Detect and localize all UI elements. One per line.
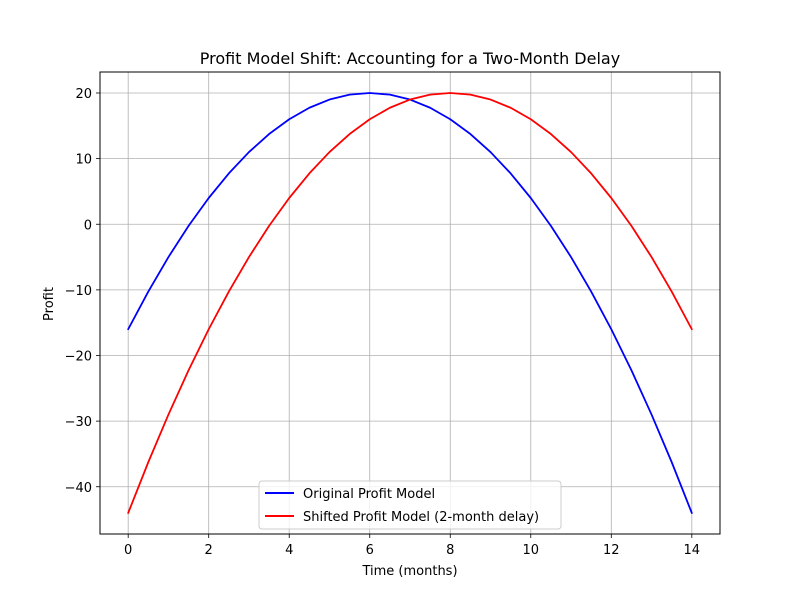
axis-ticks: 0 2 4 6 8 10 12 14 −40 −30 −20 −10 0 10 20 (65, 87, 701, 558)
x-tick-label: 8 (446, 543, 454, 558)
legend-label-shifted: Shifted Profit Model (2-month delay) (303, 510, 539, 525)
y-tick-label: −10 (65, 284, 92, 299)
series-lines (127, 92, 693, 514)
chart-title: Profit Model Shift: Accounting for a Two… (200, 49, 620, 68)
grid (100, 72, 720, 534)
x-tick-label: 6 (366, 543, 374, 558)
y-tick-label: −30 (65, 415, 92, 430)
plot-frame (99, 71, 721, 535)
y-tick-label: 10 (75, 153, 92, 168)
y-tick-label: 20 (75, 87, 92, 102)
y-tick-label: −40 (65, 481, 92, 496)
series-line-shifted (127, 92, 693, 514)
x-tick-label: 4 (285, 543, 293, 558)
x-tick-label: 2 (205, 543, 213, 558)
y-axis-title: Profit (42, 287, 57, 321)
x-tick-label: 12 (603, 543, 620, 558)
x-tick-label: 14 (684, 543, 701, 558)
legend: Original Profit Model Shifted Profit Mod… (258, 480, 562, 530)
y-tick-label: 0 (84, 218, 92, 233)
y-tick-label: −20 (65, 350, 92, 365)
x-tick-label: 10 (523, 543, 540, 558)
legend-box (258, 480, 562, 530)
legend-label-original: Original Profit Model (303, 487, 435, 502)
x-tick-label: 0 (124, 543, 132, 558)
x-axis-title: Time (months) (361, 564, 457, 579)
